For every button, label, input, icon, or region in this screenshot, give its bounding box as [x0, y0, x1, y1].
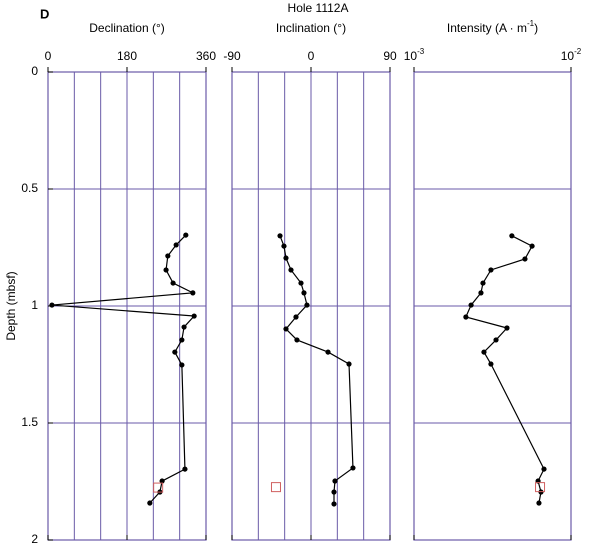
x-tick-label-base: 10 [561, 49, 575, 63]
data-point [522, 256, 528, 262]
x-tick-label: 0 [308, 49, 315, 63]
data-point [293, 314, 299, 320]
data-point [49, 302, 55, 308]
data-point [298, 280, 304, 286]
data-point [159, 478, 165, 484]
data-point [283, 326, 289, 332]
data-point [173, 242, 179, 248]
x-axis-title-part: ) [534, 21, 538, 35]
data-point [481, 349, 487, 355]
x-axis-title: Declination (°) [89, 21, 165, 35]
y-tick-label: 2 [31, 532, 38, 546]
data-point [301, 290, 307, 296]
data-point [463, 314, 469, 320]
x-tick-label-exponent: -3 [417, 47, 425, 56]
data-point [331, 501, 337, 507]
x-tick-label: 90 [383, 49, 397, 63]
data-line [279, 235, 354, 504]
data-point [183, 232, 189, 238]
data-point [529, 243, 535, 249]
data-point [332, 478, 338, 484]
discrete-sample [535, 482, 546, 493]
data-point [488, 361, 494, 367]
x-tick-label-base: 10 [404, 49, 418, 63]
discrete-sample [270, 482, 281, 493]
data-point [346, 361, 352, 367]
chart-title: Hole 1112A [288, 1, 349, 15]
data-point [468, 302, 474, 308]
data-point [277, 233, 283, 239]
data-point [191, 313, 197, 319]
panel-label: D [40, 6, 49, 21]
data-point [190, 290, 196, 296]
y-tick-label: 0 [31, 64, 38, 78]
x-tick-label: 180 [117, 49, 137, 63]
data-point [350, 465, 356, 471]
data-point [181, 324, 187, 330]
x-tick-label: 0 [45, 49, 52, 63]
x-axis-title-part: Intensity (A · m [447, 21, 527, 35]
data-point [294, 337, 300, 343]
data-line [465, 235, 545, 504]
data-point [541, 466, 547, 472]
plot-frame [413, 71, 572, 541]
data-point [536, 500, 542, 506]
data-point [493, 337, 499, 343]
data-point [165, 253, 171, 259]
x-tick-label: 10-2 [561, 47, 582, 63]
x-axis-title: Inclination (°) [276, 21, 346, 35]
data-point [182, 466, 188, 472]
data-point [172, 349, 178, 355]
data-point [281, 243, 287, 249]
data-point [283, 255, 289, 261]
discrete-sample [153, 482, 164, 493]
data-line [51, 234, 196, 504]
data-point [163, 267, 169, 273]
data-point [325, 349, 331, 355]
data-point [488, 267, 494, 273]
data-point [179, 362, 185, 368]
y-tick-label: 0.5 [21, 181, 38, 195]
data-point [179, 337, 185, 343]
data-point [504, 325, 510, 331]
x-tick-label: -90 [223, 49, 241, 63]
y-axis-title: Depth (mbsf) [4, 271, 18, 340]
x-tick-label-exponent: -2 [574, 47, 582, 56]
data-point [478, 290, 484, 296]
x-tick-label: 10-3 [404, 47, 425, 63]
y-tick-label: 1 [31, 298, 38, 312]
data-point [509, 233, 515, 239]
data-point [480, 280, 486, 286]
x-axis-title-part: -1 [527, 19, 535, 28]
data-point [288, 267, 294, 273]
x-axis-title: Intensity (A · m-1) [447, 19, 538, 35]
data-point [147, 500, 153, 506]
x-tick-label: 360 [196, 49, 216, 63]
data-point [170, 280, 176, 286]
data-point [304, 302, 310, 308]
y-tick-label: 1.5 [21, 415, 38, 429]
data-point [331, 489, 337, 495]
